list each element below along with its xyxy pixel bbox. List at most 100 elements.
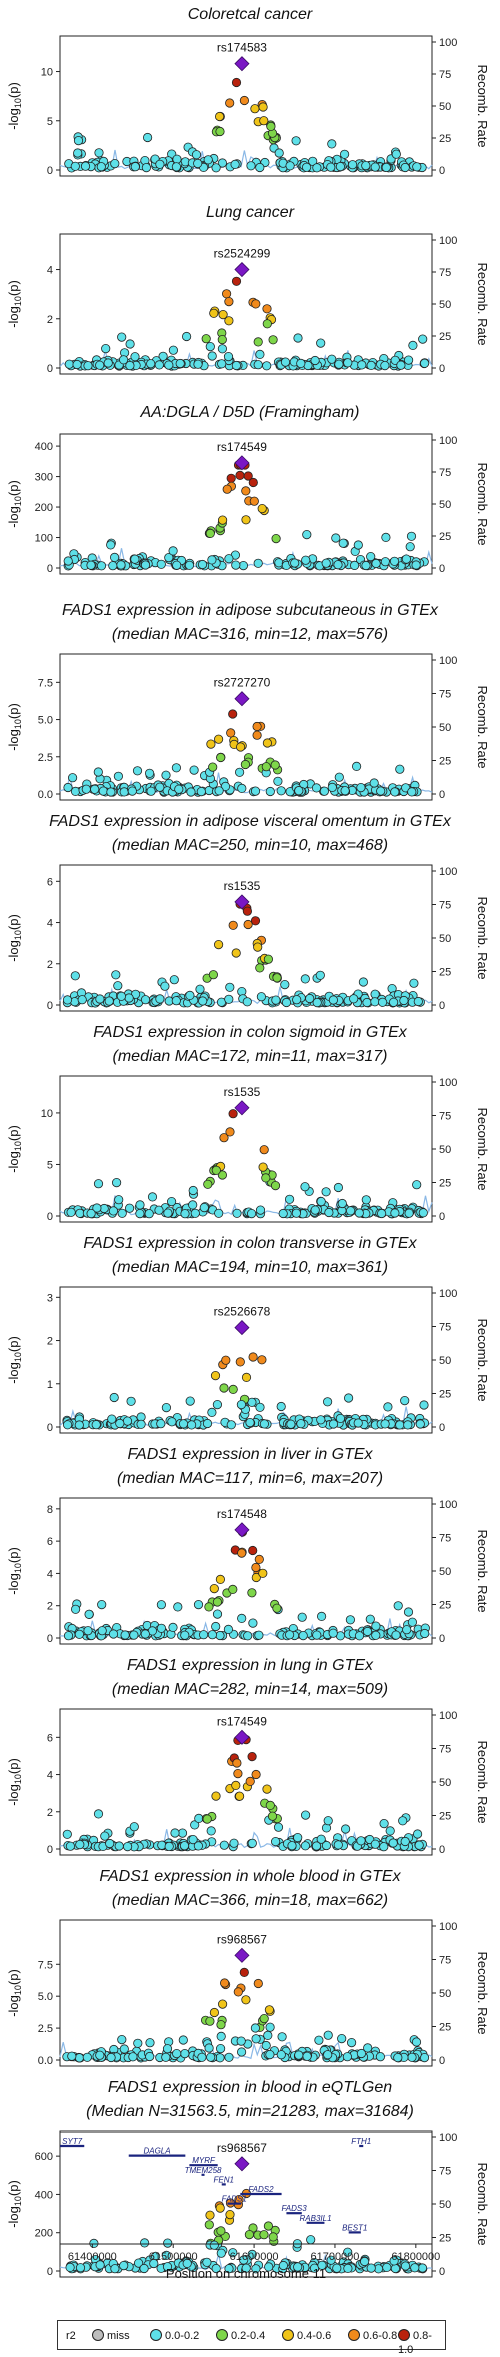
lead-snp-marker xyxy=(234,1729,250,1745)
snp-point xyxy=(259,2230,269,2240)
snp-point xyxy=(154,360,164,370)
snp-point xyxy=(108,1629,119,1639)
snp-point xyxy=(239,95,249,106)
y-axis-label: -log10(p) xyxy=(6,280,23,328)
snp-point xyxy=(270,1837,281,1847)
snp-point xyxy=(337,1198,347,1209)
snp-point xyxy=(246,161,256,171)
lead-snp-marker xyxy=(234,1947,250,1963)
snp-point xyxy=(270,1181,281,1191)
snp-point xyxy=(108,1206,119,1216)
snp-point xyxy=(316,1834,326,1844)
snp-point xyxy=(251,1562,261,1573)
panel-title: AA:DGLA / D5D (Framingham) xyxy=(140,404,360,421)
snp-point xyxy=(385,1826,395,1836)
y2-tick-label: 50 xyxy=(439,722,451,734)
snp-point xyxy=(328,1419,339,1429)
snp-point xyxy=(205,342,215,352)
y-tick-label: 4 xyxy=(47,265,53,277)
snp-point xyxy=(155,994,165,1004)
y-axis-label-tail: (p) xyxy=(6,1547,21,1563)
snp-point xyxy=(72,359,82,370)
snp-point xyxy=(377,997,388,1007)
snp-point xyxy=(418,334,428,344)
y2-tick-label: 0 xyxy=(439,2055,445,2067)
y2-tick-label: 25 xyxy=(439,1389,451,1401)
y-axis-label: -log10(p) xyxy=(6,703,23,751)
snp-point xyxy=(216,2031,226,2041)
snp-point xyxy=(179,1841,190,1851)
snp-point xyxy=(82,2052,92,2062)
snp-point xyxy=(178,2035,188,2045)
snp-point xyxy=(164,553,174,563)
snp-point xyxy=(251,1572,261,1583)
snp-point xyxy=(356,2048,366,2059)
snp-point xyxy=(240,759,250,770)
panel-subtitle: (median MAC=282, min=14, max=509) xyxy=(111,1681,389,1698)
x-tick-label: 61700000 xyxy=(310,2251,359,2263)
snp-point xyxy=(248,1618,258,1628)
snp-point xyxy=(107,1414,117,1424)
snp-point xyxy=(242,906,252,916)
y2-tick-label: 25 xyxy=(439,2233,451,2245)
y-axis-label-tail: (p) xyxy=(6,1758,21,1774)
snp-point xyxy=(175,358,185,369)
snp-point xyxy=(252,721,262,732)
snp-point xyxy=(345,1206,356,1216)
y2-tick-label: 0 xyxy=(439,563,445,575)
y2-axis-label: Recomb. Rate xyxy=(475,685,490,768)
snp-point xyxy=(370,1839,380,1849)
gene-label: RAB3IL1 xyxy=(300,2214,332,2223)
y2-axis-label: Recomb. Rate xyxy=(475,64,490,147)
snp-point xyxy=(253,1978,263,1989)
snp-point xyxy=(383,1402,393,1412)
snp-point xyxy=(215,1574,225,1584)
y-tick-label: 0.0 xyxy=(38,789,53,801)
snp-point xyxy=(171,996,181,1006)
snp-point xyxy=(74,1420,84,1430)
panel-plot: 0.0 2.5 5.0 7.5 0 25 50 75 100 -log10(p) Recomb. R… xyxy=(6,1919,490,2067)
y-tick-label: 300 xyxy=(35,472,53,484)
y-tick-label: 2 xyxy=(47,1601,53,1613)
y-axis-label-main: -log xyxy=(6,1362,21,1384)
snp-point xyxy=(95,994,105,1004)
snp-point xyxy=(90,784,100,794)
panel-plot: 0 100 200 300 400 0 25 50 75 100 -log10(p) Recomb. … xyxy=(6,433,490,575)
snp-point xyxy=(134,2258,144,2268)
snp-point xyxy=(371,558,381,569)
snp-point xyxy=(351,761,362,771)
legend-item-r2-0.2-0.4: 0.2-0.4 xyxy=(216,2329,265,2343)
snp-point xyxy=(273,1822,284,1832)
snp-point xyxy=(156,1600,166,1610)
snp-point xyxy=(251,299,261,309)
panel-subtitle: (median MAC=172, min=11, max=317) xyxy=(112,1048,388,1065)
snp-point xyxy=(395,764,405,774)
locus-panel: FADS1 expression in whole blood in GTEx (… xyxy=(0,1862,500,2078)
y-axis-label-tail: (p) xyxy=(6,914,21,930)
snp-point xyxy=(204,2043,214,2053)
snp-point xyxy=(284,1194,295,1204)
snp-point xyxy=(343,2263,353,2273)
y-axis-label: -log10(p) xyxy=(6,1547,23,1595)
snp-point xyxy=(395,1420,405,1430)
snp-point xyxy=(215,2203,225,2213)
y2-tick-label: 100 xyxy=(439,235,457,247)
legend-item-r2-0.4-0.6: 0.4-0.6 xyxy=(282,2329,331,2343)
snp-point xyxy=(262,319,272,329)
snp-point xyxy=(327,782,337,792)
panel-title: FADS1 expression in blood in eQTLGen xyxy=(107,2079,393,2096)
snp-point xyxy=(389,556,400,566)
snp-point xyxy=(406,531,417,541)
snp-point xyxy=(333,1840,343,1850)
gene-label: MYRF xyxy=(192,2156,216,2165)
snp-point xyxy=(162,2044,173,2054)
snp-point xyxy=(241,1372,252,1382)
snp-point xyxy=(113,981,123,991)
legend-dot xyxy=(150,2329,162,2341)
y-axis-label: -log10(p) xyxy=(6,1125,23,1173)
snp-point xyxy=(323,2030,333,2040)
y-tick-label: 2 xyxy=(47,1807,53,1819)
snp-point xyxy=(231,77,242,88)
snp-point xyxy=(223,352,234,362)
y-tick-label: 5.0 xyxy=(38,715,53,727)
